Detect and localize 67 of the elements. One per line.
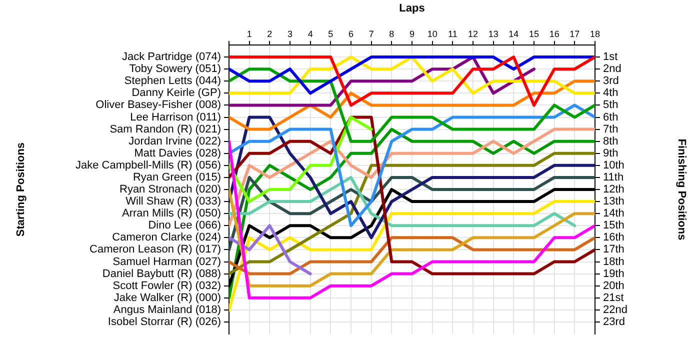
text: Daniel Baybutt (R) (088) bbox=[102, 268, 221, 280]
text: Matt Davies (028) bbox=[134, 147, 221, 160]
x-tick-label: 15 bbox=[528, 29, 540, 40]
y-tick-label: 16th bbox=[603, 232, 624, 244]
text: Stephen Letts (044) bbox=[124, 75, 221, 88]
x-tick-label: 11 bbox=[448, 29, 458, 40]
y-tick-label: 11th bbox=[603, 171, 624, 184]
y-tick-label: 20th bbox=[603, 280, 624, 292]
text: Isobel Storrar (R) (026) bbox=[108, 316, 221, 328]
y-tick-label: 13th bbox=[603, 196, 624, 208]
text: Dino Lee (066) bbox=[148, 220, 221, 232]
y-tick-label: 23rd bbox=[603, 316, 626, 328]
y-tick-label: 17th bbox=[603, 244, 624, 256]
text: Scott Fowler (R) (032) bbox=[112, 280, 221, 292]
text: Oliver Basey-Fisher (008) bbox=[96, 99, 221, 112]
y-tick-label: 18th bbox=[603, 256, 624, 268]
y-tick-label: 19th bbox=[603, 268, 624, 280]
x-tick-label: 3 bbox=[287, 29, 293, 40]
y-tick-label: 3rd bbox=[603, 75, 619, 88]
x-tick-label: 16 bbox=[549, 29, 560, 40]
y-tick-label: 15th bbox=[603, 220, 624, 232]
text: Will Shaw (R) (033) bbox=[126, 196, 221, 208]
x-tick-label: 14 bbox=[508, 29, 519, 40]
x-tick-label: 10 bbox=[427, 29, 438, 40]
y-tick-label: 2nd bbox=[603, 63, 622, 76]
x-axis-title: Laps bbox=[399, 2, 425, 15]
y-tick-label: 5th bbox=[603, 99, 618, 112]
x-tick-label: 12 bbox=[468, 29, 478, 40]
text: Ryan Stronach (020) bbox=[120, 184, 221, 196]
x-tick-label: 7 bbox=[368, 29, 374, 40]
text: Samuel Harman (027) bbox=[112, 256, 221, 268]
text: Lee Harrison (011) bbox=[130, 111, 221, 124]
text: Toby Sowery (051) bbox=[129, 63, 221, 76]
y-tick-label: 14th bbox=[603, 208, 624, 220]
y-tick-label: 1st bbox=[603, 51, 618, 64]
x-tick-label: 5 bbox=[328, 29, 334, 40]
text: Angus Mainland (018) bbox=[113, 304, 221, 316]
y-tick-label: 7th bbox=[603, 123, 618, 136]
y-tick-label: 9th bbox=[603, 147, 618, 160]
text: Sam Randon (R) (021) bbox=[110, 123, 221, 136]
y-tick-label: 21st bbox=[603, 292, 624, 304]
y-tick-label: 4th bbox=[603, 87, 618, 100]
text: Cameron Leason (R) (017) bbox=[90, 244, 221, 256]
x-tick-label: 1 bbox=[246, 29, 252, 40]
y-axis-title: Finishing Positions bbox=[675, 138, 688, 240]
x-tick-label: 17 bbox=[570, 29, 580, 40]
x-tick-label: 13 bbox=[488, 29, 498, 40]
x-tick-label: 8 bbox=[389, 29, 394, 40]
text: Danny Keirle (GP) bbox=[132, 87, 221, 100]
text: Jordan Irvine (022) bbox=[128, 135, 221, 148]
text: Jake Campbell-Mills (R) (056) bbox=[76, 159, 221, 172]
y-tick-label: 6th bbox=[603, 111, 618, 124]
x-tick-label: 4 bbox=[308, 29, 313, 40]
x-tick-label: 18 bbox=[590, 29, 600, 40]
text: Cameron Clarke (024) bbox=[112, 232, 221, 244]
text: Starting Positions bbox=[15, 142, 28, 237]
x-tick-label: 6 bbox=[348, 29, 354, 40]
text: Arran Mills (R) (050) bbox=[122, 208, 221, 220]
y-tick-label: 12th bbox=[603, 184, 624, 196]
y-tick-label: 22nd bbox=[603, 304, 628, 316]
x-tick-label: 9 bbox=[409, 29, 415, 40]
y-tick-label: 10th bbox=[603, 159, 624, 172]
text: Jack Partridge (074) bbox=[122, 51, 221, 64]
y-tick-label: 8th bbox=[603, 135, 618, 148]
x-tick-label: 2 bbox=[267, 29, 272, 40]
text: Ryan Green (015) bbox=[132, 171, 221, 184]
text: Jake Walker (R) (000) bbox=[114, 292, 221, 304]
